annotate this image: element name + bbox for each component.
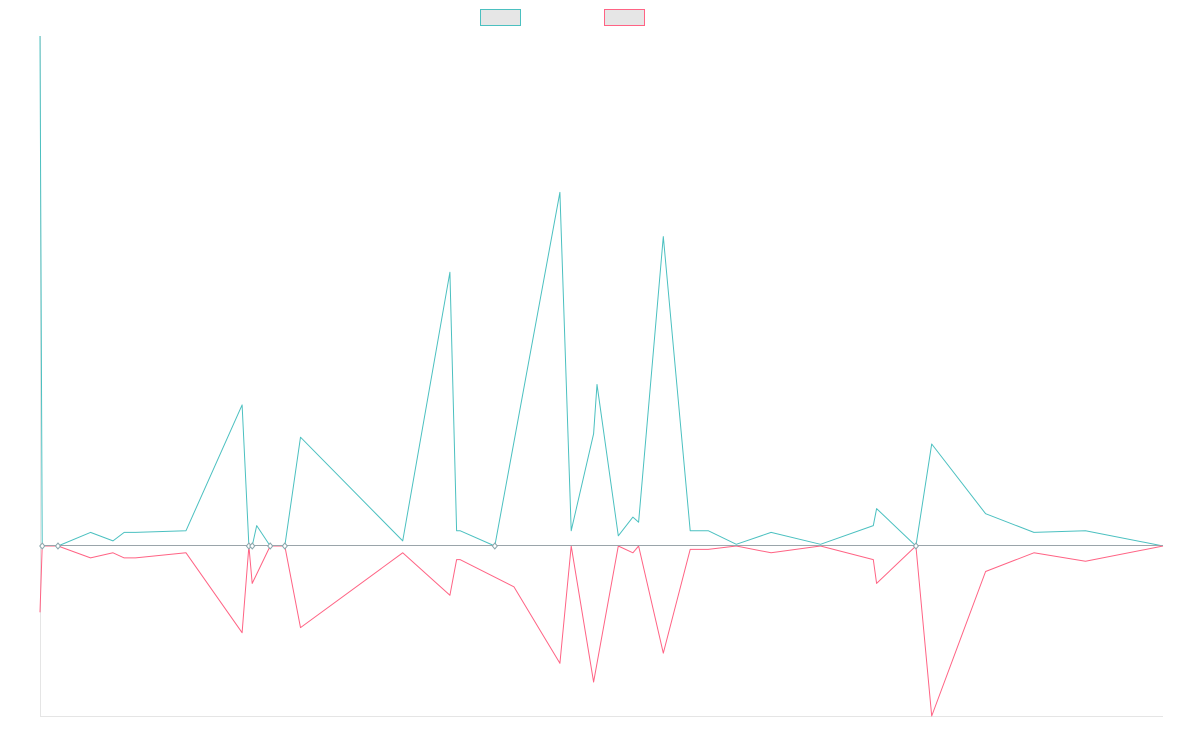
- series-line-1: [39, 35, 1164, 547]
- legend-item-series-1[interactable]: [480, 9, 521, 26]
- zero-point-marker: [54, 542, 62, 550]
- zero-point-marker: [39, 542, 46, 550]
- legend: [480, 9, 645, 26]
- series-line-2: [39, 545, 1164, 717]
- plot-area: [39, 35, 1164, 717]
- zero-point-marker: [249, 542, 256, 550]
- zero-point-marker: [267, 542, 274, 550]
- series-layer: [39, 35, 1164, 717]
- legend-item-series-2[interactable]: [604, 9, 645, 26]
- marker-layer: [39, 542, 920, 550]
- zero-point-marker: [912, 542, 920, 550]
- legend-swatch-series-2: [604, 9, 645, 26]
- zero-point-marker: [281, 542, 288, 550]
- legend-swatch-series-1: [480, 9, 521, 26]
- zero-point-marker: [491, 542, 498, 550]
